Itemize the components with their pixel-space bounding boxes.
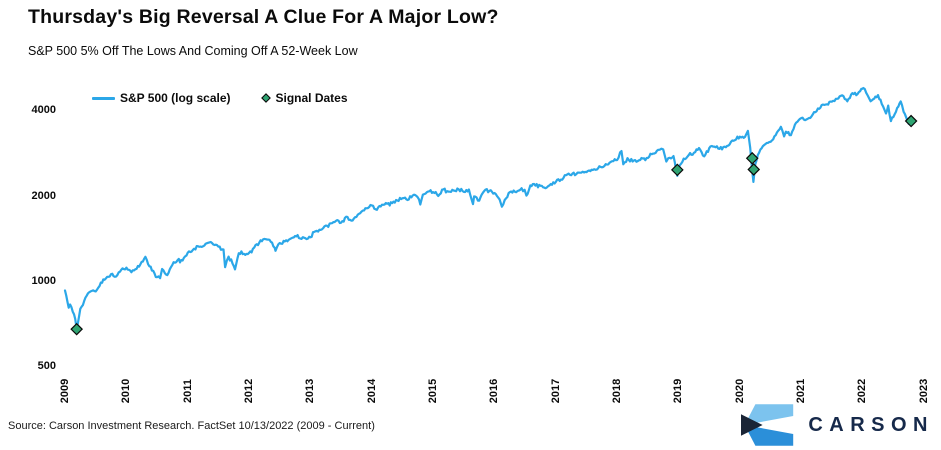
signal-marker xyxy=(70,322,84,336)
source-note: Source: Carson Investment Research. Fact… xyxy=(8,420,375,432)
legend-item-sp500: S&P 500 (log scale) xyxy=(92,91,231,105)
y-axis-tick-label: 4000 xyxy=(31,104,56,117)
carson-wordmark: CARSON xyxy=(808,413,934,436)
signal-markers xyxy=(70,114,918,336)
x-axis-tick-label: 2016 xyxy=(488,378,501,404)
x-axis-tick-label: 2012 xyxy=(243,378,256,404)
x-axis-tick-label: 2013 xyxy=(304,378,317,404)
logo-shape-triangle xyxy=(741,414,763,436)
chart-title: Thursday's Big Reversal A Clue For A Maj… xyxy=(28,6,499,28)
diamond-swatch-icon xyxy=(260,93,271,103)
signal-marker xyxy=(747,163,761,176)
carson-logo: CARSON xyxy=(741,404,934,446)
x-axis-tick-label: 2015 xyxy=(427,378,440,404)
signal-marker xyxy=(904,114,918,128)
x-axis-tick-label: 2011 xyxy=(181,379,194,403)
diamond-swatch-shape xyxy=(260,93,271,103)
y-axis-tick-label: 500 xyxy=(37,360,56,373)
x-axis-tick-label: 2018 xyxy=(611,378,624,404)
y-axis-tick-label: 1000 xyxy=(31,275,56,287)
chart-subtitle: S&P 500 5% Off The Lows And Coming Off A… xyxy=(28,44,358,58)
legend: S&P 500 (log scale) Signal Dates xyxy=(92,91,348,105)
y-axis-tick-label: 2000 xyxy=(31,189,56,202)
line-swatch-icon xyxy=(92,96,115,100)
x-axis-tick-label: 2017 xyxy=(549,378,562,404)
x-axis-tick-label: 2019 xyxy=(672,378,685,404)
legend-label-signal-dates: Signal Dates xyxy=(275,91,348,105)
signal-marker xyxy=(745,151,759,165)
signal-marker xyxy=(670,163,684,177)
logo-shape-top xyxy=(744,404,794,425)
logo-shape-bottom xyxy=(744,425,794,446)
x-axis-tick-label: 2014 xyxy=(365,378,378,404)
legend-label-sp500: S&P 500 (log scale) xyxy=(120,91,231,105)
x-axis-tick-label: 2010 xyxy=(120,378,133,404)
x-axis-tick-label: 2009 xyxy=(58,378,71,404)
legend-item-signal-dates: Signal Dates xyxy=(260,91,348,105)
carson-logo-icon xyxy=(741,404,794,446)
sp500-line xyxy=(63,86,913,331)
